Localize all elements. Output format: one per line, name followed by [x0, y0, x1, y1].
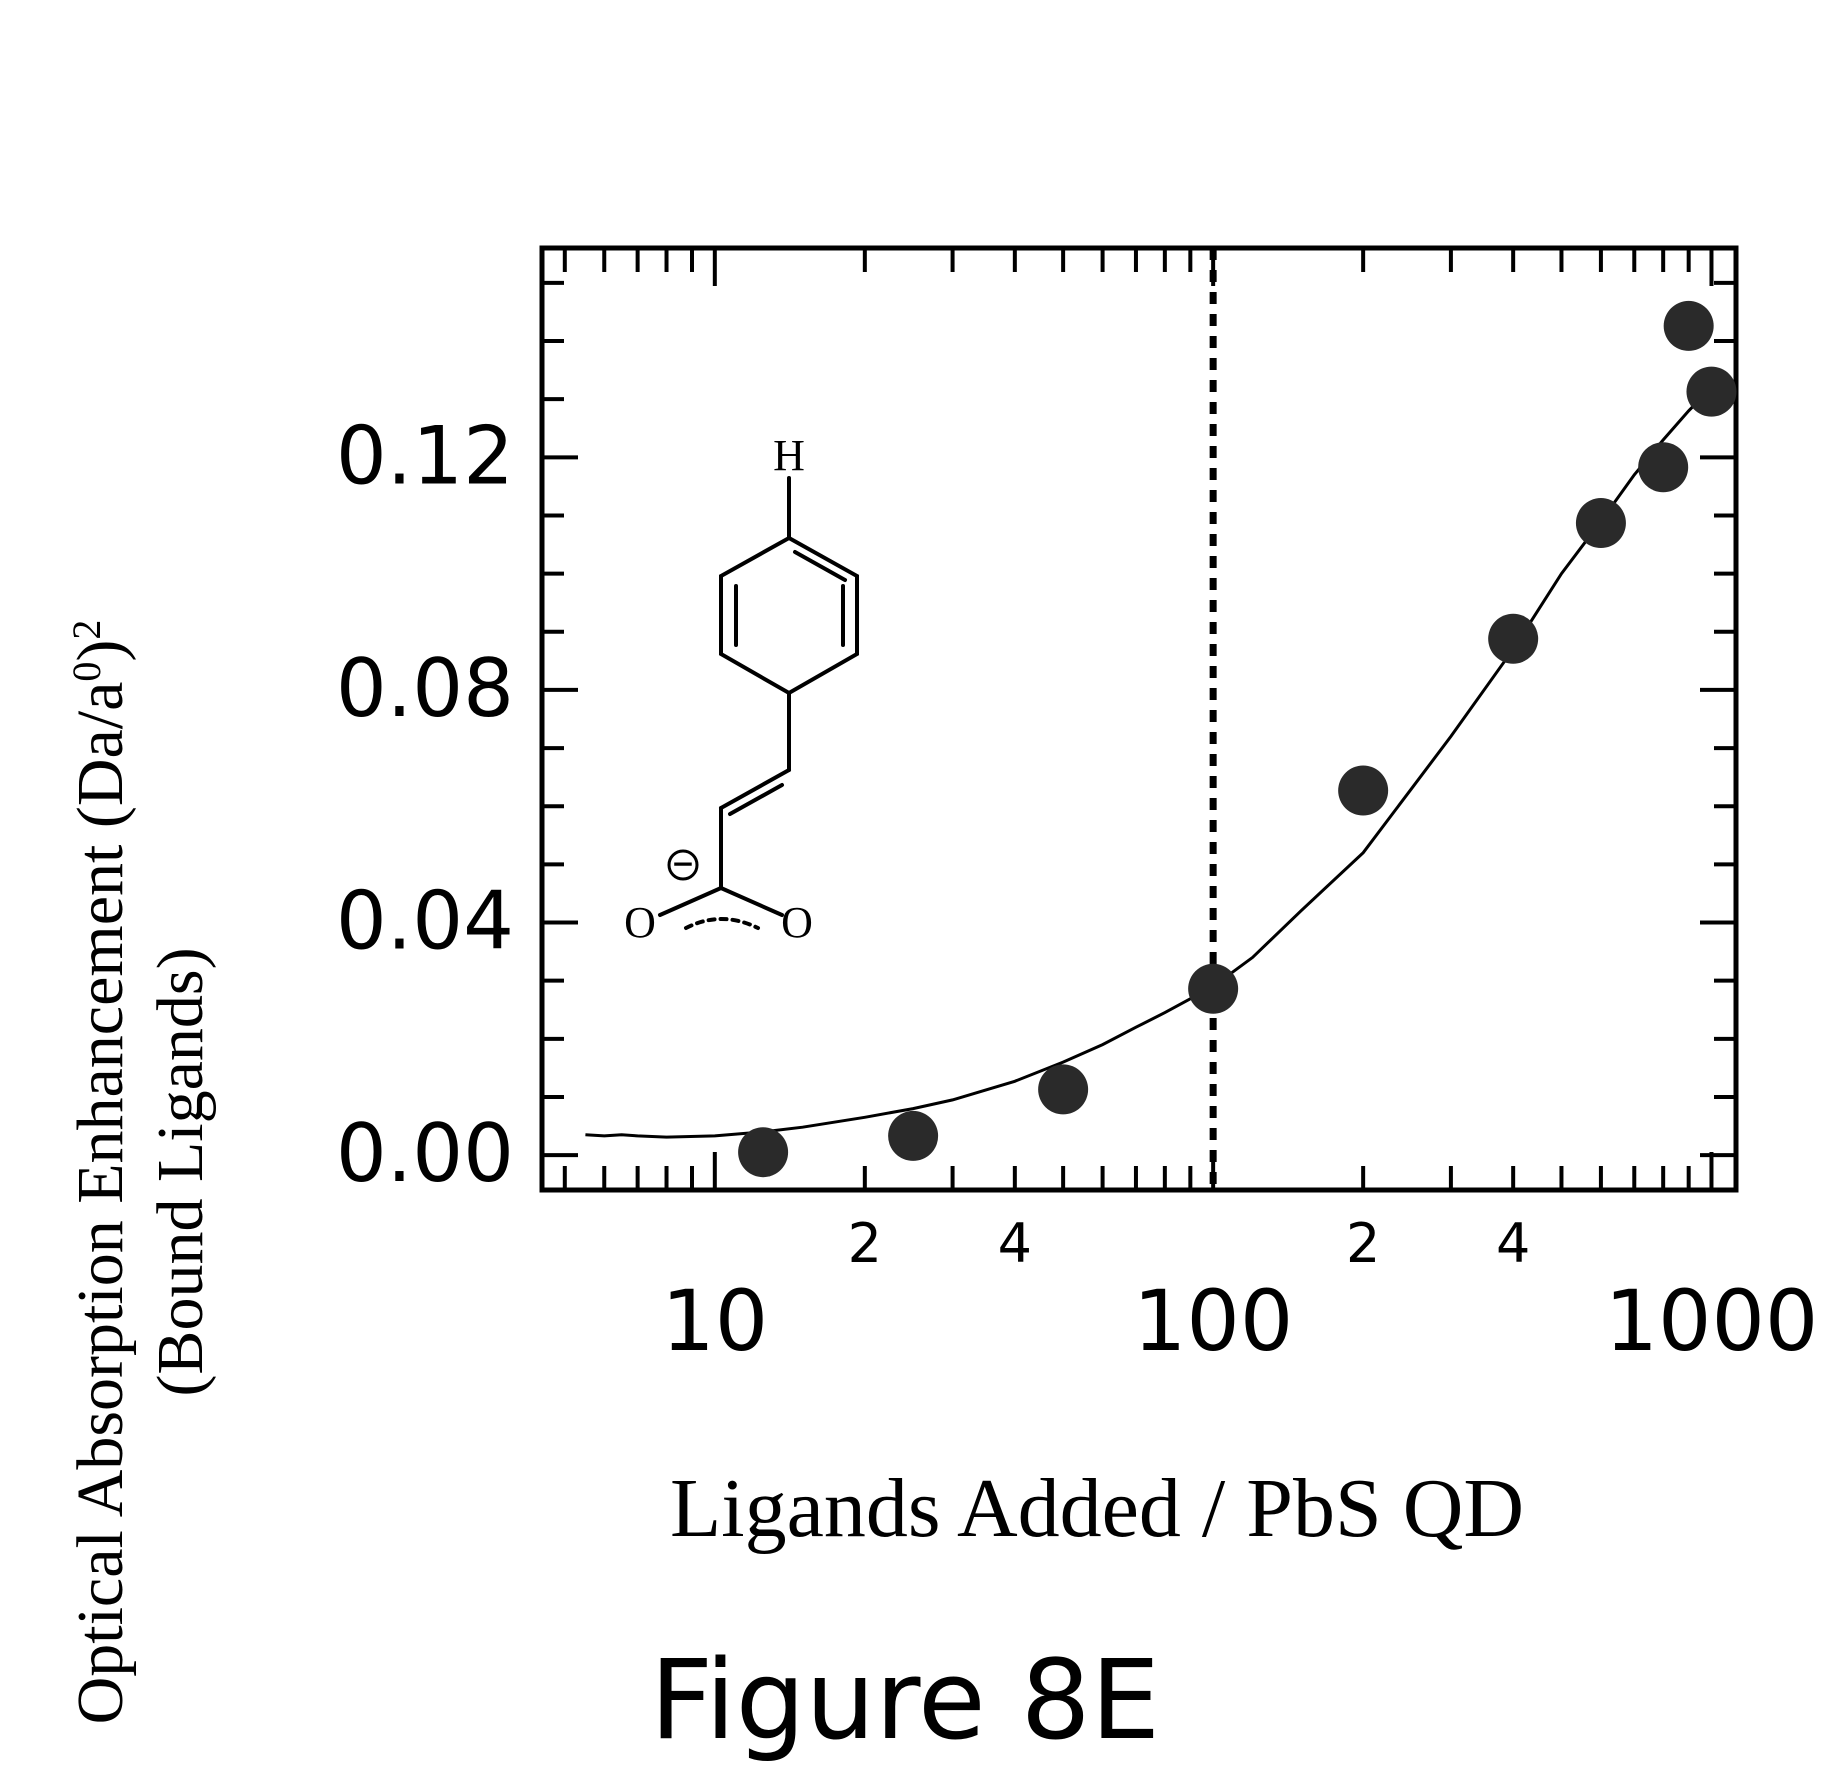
y-tick-label: 0.04: [336, 875, 514, 968]
x-minor-tick-label: 4: [1496, 1212, 1530, 1275]
ring-inner-bond: [793, 550, 847, 582]
data-point: [1575, 498, 1626, 549]
data-point: [1038, 1064, 1089, 1115]
chain-double-bond: [719, 768, 791, 810]
y-tick-labels: 0.00 0.04 0.08 0.12: [336, 409, 514, 1200]
y-axis-label-sup1: 0: [64, 662, 109, 682]
atom-o-right: O: [781, 898, 813, 947]
y-tick-label: 0.08: [336, 642, 514, 735]
y-axis-label-sup2: 2: [64, 620, 109, 640]
x-minor-tick-label: 4: [998, 1212, 1032, 1275]
data-point: [738, 1127, 789, 1178]
carboxylate-delocalized: [684, 917, 760, 930]
fit-curve: [585, 386, 1713, 1139]
y-axis-label-paren: ): [64, 640, 137, 662]
x-major-tick-label: 100: [1133, 1272, 1293, 1370]
x-minor-tick-label: 2: [848, 1212, 882, 1275]
data-point: [1188, 963, 1239, 1014]
data-point: [1638, 442, 1689, 493]
fit-line: [585, 386, 1713, 1139]
x-major-tick-label: 10: [661, 1272, 768, 1370]
data-point: [1338, 765, 1389, 816]
benzene-ring: [719, 535, 859, 696]
data-point: [1488, 613, 1539, 664]
carboxylate-bond: [658, 886, 723, 917]
atom-h: H: [773, 431, 805, 480]
data-points: [738, 300, 1737, 1178]
charge-sign: −: [671, 847, 694, 880]
x-axis-label: Ligands Added / PbS QD: [670, 1462, 1524, 1555]
inset-molecule: [658, 476, 859, 930]
x-tick-labels: 10 100 1000 2 4 2 4: [661, 1212, 1818, 1370]
y-axis-label-line1: Optical Absorption Enhancement (Da/a: [64, 682, 137, 1725]
chain-double-bond-inner: [728, 783, 784, 816]
data-point: [1686, 366, 1737, 417]
x-major-tick-label: 1000: [1605, 1272, 1819, 1370]
y-axis-label: Optical Absorption Enhancement (Da/a0)2 …: [64, 620, 218, 1725]
plot-area: [539, 245, 1739, 1193]
data-point: [888, 1110, 939, 1161]
atom-o-left: O: [624, 898, 656, 947]
y-tick-label: 0.00: [336, 1107, 514, 1200]
figure-label: Figure 8E: [650, 1636, 1160, 1764]
data-point: [1663, 300, 1714, 351]
axis-ticks: [542, 248, 1736, 1190]
y-axis-label-line2: (Bound Ligands): [144, 947, 217, 1396]
plot-frame: [539, 245, 1739, 1193]
svg-text:Optical Absorption Enhancement: Optical Absorption Enhancement (Da/a0)2: [64, 620, 138, 1725]
x-minor-tick-label: 2: [1346, 1212, 1380, 1275]
y-tick-label: 0.12: [336, 409, 514, 502]
carboxylate-bond: [719, 886, 784, 917]
charge-circle: [667, 849, 699, 881]
